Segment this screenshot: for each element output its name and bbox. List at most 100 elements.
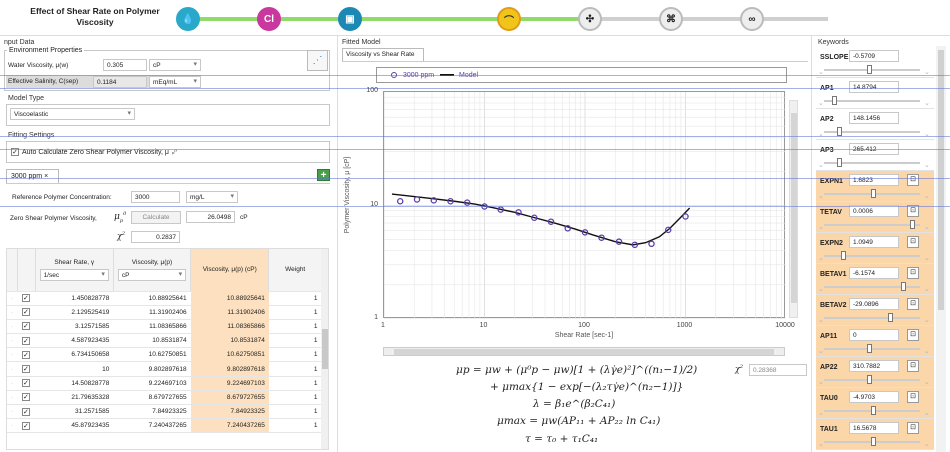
checkbox-check-icon[interactable]: ✓ xyxy=(21,294,30,303)
row-checkbox[interactable]: ✓ xyxy=(17,305,36,320)
chevron-down-icon[interactable]: ⌄ xyxy=(818,255,824,262)
table-row[interactable]: · ✓ 6.734150658 10.62750851 10.62750851 1 xyxy=(7,347,322,363)
keyword-value-field[interactable]: -29.0896 xyxy=(849,298,899,310)
table-scroll-thumb[interactable] xyxy=(322,329,328,369)
ref-conc-field[interactable]: 3000 xyxy=(131,191,180,203)
chevron-down-icon[interactable]: ⌄ xyxy=(818,193,824,200)
lock-icon[interactable]: ⊡ xyxy=(907,391,919,403)
shear-rate-cell[interactable]: 6.734150658 xyxy=(35,347,114,363)
filter-icon[interactable]: ⌘ xyxy=(659,7,683,31)
keyword-slider-track[interactable] xyxy=(824,100,920,102)
table-row[interactable]: · ✓ 10 9.802897618 9.802897618 1 xyxy=(7,361,322,377)
keyword-slider-track[interactable] xyxy=(824,131,920,133)
chevron-down-icon[interactable]: ⌄ xyxy=(818,379,824,386)
viscosity-cell[interactable]: 9.802897618 xyxy=(113,361,191,377)
table-row[interactable]: · ✓ 2.129525419 11.31902406 11.31902406 1 xyxy=(7,305,322,320)
table-row[interactable]: · ✓ 4.587923435 10.8531874 10.8531874 1 xyxy=(7,333,322,349)
shear-rate-cell[interactable]: 14.50828778 xyxy=(35,376,114,391)
chart-hscroll-thumb[interactable] xyxy=(394,349,774,355)
row-indicator[interactable]: · xyxy=(7,418,18,434)
shear-rate-cell[interactable]: 31.2571585 xyxy=(35,404,114,420)
keyword-value-field[interactable]: 0.0006 xyxy=(849,205,899,217)
keyword-value-field[interactable]: 16.5678 xyxy=(849,422,899,434)
row-indicator[interactable]: · xyxy=(7,333,18,349)
keyword-slider-thumb[interactable] xyxy=(871,406,876,415)
row-checkbox[interactable]: ✓ xyxy=(17,390,36,406)
chain-icon[interactable]: ∞ xyxy=(740,7,764,31)
chevron-down-icon[interactable]: ⌄ xyxy=(818,286,824,293)
chevron-down-icon[interactable]: ⌄ xyxy=(924,348,930,355)
chevron-down-icon[interactable]: ⌄ xyxy=(818,162,824,169)
keyword-value-field[interactable]: 1.0949 xyxy=(849,236,899,248)
keyword-value-field[interactable]: 0 xyxy=(849,329,899,341)
row-indicator[interactable]: · xyxy=(7,347,18,363)
row-checkbox[interactable]: ✓ xyxy=(17,347,36,363)
chevron-down-icon[interactable]: ⌄ xyxy=(924,131,930,138)
row-checkbox[interactable]: ✓ xyxy=(17,376,36,391)
keyword-slider-thumb[interactable] xyxy=(867,375,872,384)
table-scrollbar[interactable] xyxy=(321,249,328,449)
row-checkbox[interactable]: ✓ xyxy=(17,404,36,420)
checkbox-check-icon[interactable]: ✓ xyxy=(21,336,30,345)
chart-plot-area[interactable] xyxy=(383,91,786,319)
checkbox-check-icon[interactable]: ✓ xyxy=(21,421,30,430)
shear-rate-cell[interactable]: 4.587923435 xyxy=(35,333,114,349)
keyword-slider-thumb[interactable] xyxy=(867,65,872,74)
chart-vscroll[interactable] xyxy=(789,100,798,318)
checkbox-check-icon[interactable]: ✓ xyxy=(11,148,19,156)
viscosity-unit-select[interactable]: cP xyxy=(117,268,187,281)
chevron-down-icon[interactable]: ⌄ xyxy=(924,317,930,324)
keyword-slider-track[interactable] xyxy=(824,224,920,226)
keyword-slider-thumb[interactable] xyxy=(871,189,876,198)
table-row[interactable]: · ✓ 1.450828778 10.88925641 10.88925641 1 xyxy=(7,291,322,306)
row-indicator[interactable]: · xyxy=(7,291,18,306)
row-checkbox[interactable]: ✓ xyxy=(17,333,36,349)
row-indicator[interactable]: · xyxy=(7,305,18,320)
row-checkbox[interactable]: ✓ xyxy=(17,291,36,306)
chevron-down-icon[interactable]: ⌄ xyxy=(924,255,930,262)
calculate-button[interactable]: Calculate xyxy=(131,211,181,224)
keyword-slider-thumb[interactable] xyxy=(871,437,876,446)
keyword-value-field[interactable]: 148.1456 xyxy=(849,112,899,124)
lock-icon[interactable]: ⊡ xyxy=(907,298,919,310)
shear-unit-select[interactable]: 1/sec xyxy=(39,268,109,281)
table-row[interactable]: · ✓ 3.12571585 11.08365866 11.08365866 1 xyxy=(7,319,322,335)
weight-cell[interactable]: 1 xyxy=(268,319,322,335)
viscosity-cell[interactable]: 7.240437265 xyxy=(113,418,191,434)
keyword-slider-track[interactable] xyxy=(824,255,920,257)
table-row[interactable]: · ✓ 45.87923435 7.240437265 7.240437265 1 xyxy=(7,418,322,434)
chevron-down-icon[interactable]: ⌄ xyxy=(924,410,930,417)
viscosity-cell[interactable]: 11.31902406 xyxy=(113,305,191,320)
keyword-slider-track[interactable] xyxy=(824,317,920,319)
viscosity-cell[interactable]: 10.88925641 xyxy=(113,291,191,306)
lock-icon[interactable]: ⊡ xyxy=(907,267,919,279)
container-icon[interactable]: ▣ xyxy=(338,7,362,31)
table-row[interactable]: · ✓ 14.50828778 9.224697103 9.224697103 1 xyxy=(7,376,322,391)
keyword-value-field[interactable]: 310.7882 xyxy=(849,360,899,372)
weight-cell[interactable]: 1 xyxy=(268,418,322,434)
chevron-down-icon[interactable]: ⌄ xyxy=(818,69,824,76)
keyword-value-field[interactable]: -0.5709 xyxy=(849,50,899,62)
table-row[interactable]: · ✓ 21.79635328 8.679727655 8.679727655 1 xyxy=(7,390,322,406)
keywords-scroll-thumb[interactable] xyxy=(938,50,944,310)
weight-cell[interactable]: 1 xyxy=(268,390,322,406)
checkbox-check-icon[interactable]: ✓ xyxy=(21,365,30,374)
lock-icon[interactable]: ⊡ xyxy=(907,422,919,434)
keyword-slider-thumb[interactable] xyxy=(888,313,893,322)
auto-calc-checkbox[interactable]: ✓ Auto Calculate Zero Shear Polymer Visco… xyxy=(11,148,177,156)
chevron-down-icon[interactable]: ⌄ xyxy=(924,379,930,386)
keyword-value-field[interactable]: -6.1574 xyxy=(849,267,899,279)
weight-cell[interactable]: 1 xyxy=(268,305,322,320)
keyword-value-field[interactable]: -4.9703 xyxy=(849,391,899,403)
checkbox-check-icon[interactable]: ✓ xyxy=(21,322,30,331)
salinity-field[interactable]: 0.1184 xyxy=(93,76,147,88)
chevron-down-icon[interactable]: ⌄ xyxy=(924,441,930,448)
chevron-down-icon[interactable]: ⌄ xyxy=(818,441,824,448)
chevron-down-icon[interactable]: ⌄ xyxy=(924,193,930,200)
shear-rate-cell[interactable]: 3.12571585 xyxy=(35,319,114,335)
keyword-slider-thumb[interactable] xyxy=(837,158,842,167)
keyword-slider-thumb[interactable] xyxy=(832,96,837,105)
keyword-slider-track[interactable] xyxy=(824,69,920,71)
add-tab-icon[interactable]: + xyxy=(317,169,330,181)
viscosity-cell[interactable]: 8.679727655 xyxy=(113,390,191,406)
